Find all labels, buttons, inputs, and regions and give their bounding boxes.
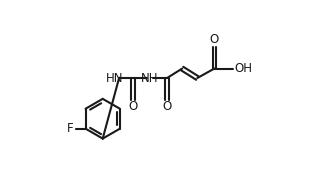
Text: OH: OH bbox=[234, 62, 252, 75]
Text: F: F bbox=[67, 122, 73, 135]
Text: O: O bbox=[128, 100, 138, 113]
Text: HN: HN bbox=[106, 72, 124, 84]
Text: O: O bbox=[210, 33, 219, 46]
Text: O: O bbox=[162, 100, 172, 113]
Text: NH: NH bbox=[141, 72, 159, 84]
